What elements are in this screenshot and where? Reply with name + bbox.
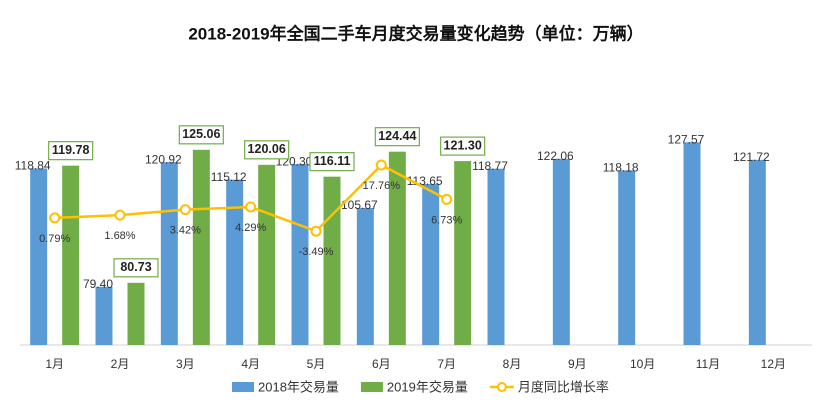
data-label: 17.76% [363,180,401,192]
bar [618,170,636,345]
line-marker [179,204,191,216]
legend-label: 2019年交易量 [387,379,468,394]
data-label: 125.06 [182,127,220,141]
x-tick-label: 10月 [630,357,655,371]
data-label: 1.68% [104,230,135,242]
data-label: 121.72 [733,150,770,164]
line-marker [49,212,61,224]
line-marker [245,201,257,213]
data-label: 105.67 [341,198,378,212]
bar [388,151,406,345]
data-label: 118.18 [603,161,639,175]
data-label: 79.40 [83,277,113,291]
data-label: -3.49% [299,246,334,258]
data-label: 6.73% [431,214,462,226]
label-box [374,127,420,147]
data-label: 116.11 [314,154,351,168]
bar [291,164,309,345]
bar [258,164,276,345]
data-label: 127.57 [668,132,705,146]
bar [160,162,178,345]
bar [226,179,244,345]
x-tick-label: 4月 [241,357,260,371]
legend-label: 2018年交易量 [258,379,339,394]
data-label: 120.06 [248,142,286,156]
bar [552,158,570,345]
x-tick-label: 7月 [437,357,456,371]
label-box [309,152,355,172]
data-label: 115.12 [211,170,247,184]
line-marker [310,225,322,237]
label-box [440,136,486,156]
bar [62,165,80,345]
legend-swatch [360,382,383,392]
line-marker [114,209,126,221]
data-label: 3.42% [170,225,201,237]
data-label: 118.84 [15,159,51,173]
bar [356,207,374,345]
data-label: 4.29% [235,222,266,234]
x-tick-label: 6月 [372,357,391,371]
chart-title: 2018-2019年全国二手车月度交易量变化趋势（单位：万辆） [188,23,643,43]
data-label: 80.73 [120,260,151,274]
data-label: 120.92 [145,152,182,166]
x-tick-label: 8月 [503,357,522,371]
bar [30,168,48,345]
bar [422,184,440,345]
data-label: 113.65 [407,174,443,188]
data-label: 121.30 [444,138,482,152]
x-tick-label: 2月 [111,357,130,371]
label-box [244,140,290,160]
bar [127,282,145,345]
bar [95,286,113,345]
bar [487,168,505,345]
bar [323,176,341,345]
x-tick-label: 12月 [761,357,786,371]
data-label: 118.77 [472,159,508,173]
x-tick-label: 1月 [45,357,64,371]
data-label: 122.06 [537,149,574,163]
data-label: 0.79% [39,233,70,245]
x-tick-label: 5月 [307,357,326,371]
data-label: 124.44 [378,129,416,143]
line-marker [375,159,387,171]
bar [192,149,210,345]
x-tick-label: 3月 [176,357,195,371]
x-tick-label: 11月 [696,357,720,371]
legend-label: 月度同比增长率 [518,379,609,394]
legend-swatch [232,382,254,392]
label-box [178,125,224,145]
bar [454,161,472,345]
x-tick-label: 9月 [568,357,587,371]
bar [748,159,766,345]
line-marker [441,193,453,205]
label-box [48,141,94,161]
legend-swatch [496,382,507,392]
bar [683,142,701,345]
data-label: 119.78 [52,143,90,157]
label-box [113,258,159,278]
